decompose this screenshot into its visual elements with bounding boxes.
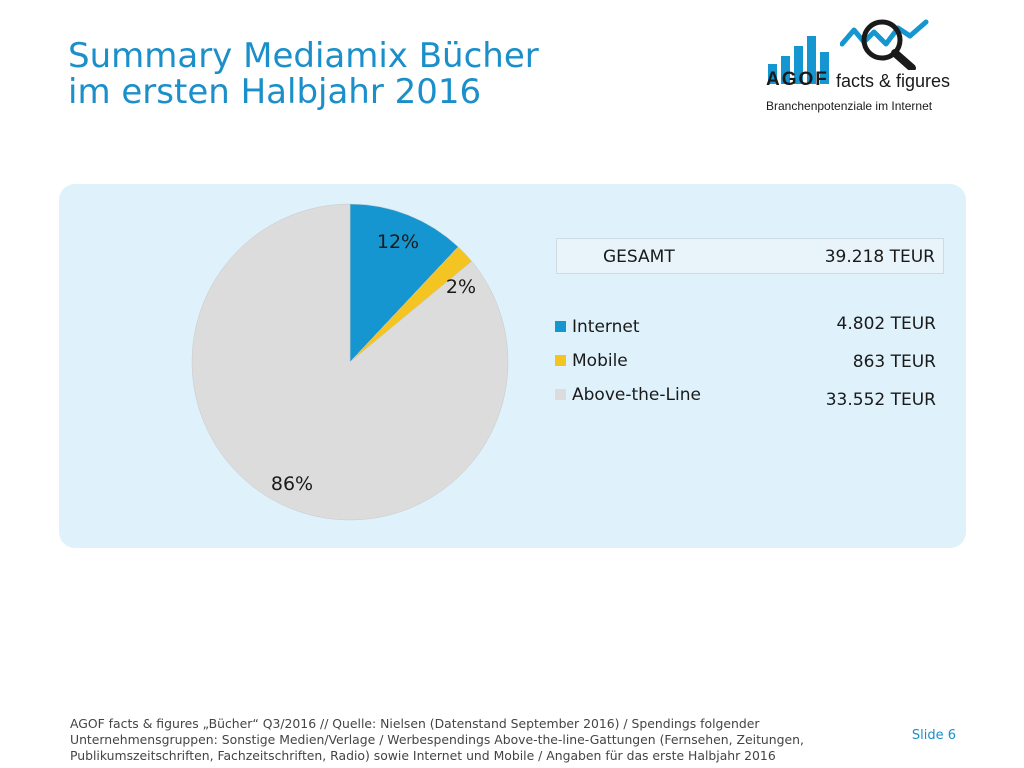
pie-slice-above-the-line [191, 203, 509, 521]
pie-label-internet: 12% [377, 231, 419, 253]
page-title: Summary Mediamix Bücher im ersten Halbja… [68, 38, 539, 110]
legend-item-internet: Internet [555, 317, 640, 341]
pie-slice-internet [349, 203, 459, 363]
legend-value-above-the-line: 33.552 TEUR [825, 390, 936, 410]
pie-label-mobile: 2% [446, 276, 476, 298]
legend-value-mobile: 863 TEUR [852, 352, 936, 372]
page-title-line-2: im ersten Halbjahr 2016 [68, 72, 482, 112]
legend-item-mobile: Mobile [555, 351, 628, 375]
total-box: GESAMT 39.218 TEUR [556, 238, 944, 274]
legend-item-above-the-line: Above-the-Line [555, 385, 701, 409]
legend-swatch-mobile [555, 355, 566, 366]
page-title-line-1: Summary Mediamix Bücher [68, 36, 539, 76]
legend-swatch-internet [555, 321, 566, 332]
total-label: GESAMT [603, 247, 675, 267]
agof-logo: AGOF facts & figures Branchenpotenziale … [766, 14, 956, 114]
legend-value-internet: 4.802 TEUR [836, 314, 936, 334]
logo-subtitle: Branchenpotenziale im Internet [766, 99, 933, 113]
magnifier-trend-icon [840, 19, 929, 70]
total-value: 39.218 TEUR [824, 247, 935, 267]
legend-label-above-the-line: Above-the-Line [572, 385, 701, 405]
slide-number: Slide 6 [911, 728, 956, 743]
logo-brand: AGOF [766, 69, 829, 90]
legend-label-mobile: Mobile [572, 351, 628, 371]
bar-chart-icon [768, 36, 829, 84]
logo-tagline: facts & figures [836, 71, 951, 91]
legend-swatch-above-the-line [555, 389, 566, 400]
footer-source: AGOF facts & figures „Bücher“ Q3/2016 //… [70, 716, 804, 763]
legend-label-internet: Internet [572, 317, 640, 337]
pie-label-above-the-line: 86% [271, 473, 313, 495]
